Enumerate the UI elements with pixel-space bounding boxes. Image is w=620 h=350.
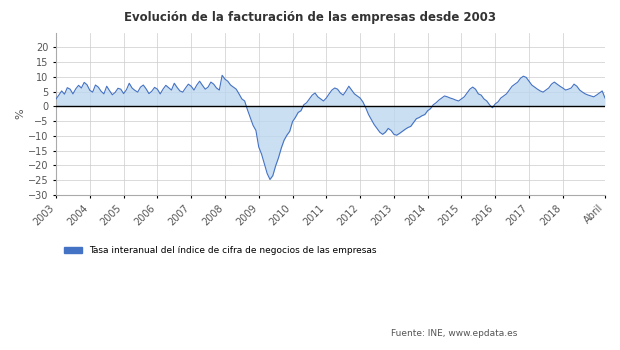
Y-axis label: %: % — [15, 108, 25, 119]
Text: Fuente: INE, www.epdata.es: Fuente: INE, www.epdata.es — [391, 329, 517, 338]
Legend: Tasa interanual del índice de cifra de negocios de las empresas: Tasa interanual del índice de cifra de n… — [61, 242, 381, 259]
Text: Evolución de la facturación de las empresas desde 2003: Evolución de la facturación de las empre… — [124, 10, 496, 23]
